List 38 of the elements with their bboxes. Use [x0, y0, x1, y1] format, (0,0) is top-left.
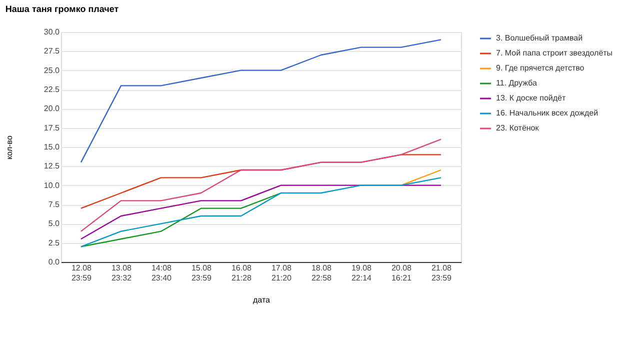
legend-label: 3. Волшебный трамвай: [496, 34, 583, 42]
legend-label: 11. Дружба: [496, 78, 538, 88]
legend-label: 7. Мой папа строит звездолёты: [496, 48, 613, 58]
legend-label: 16. Начальник всех дождей: [496, 108, 598, 118]
x-tick-label: 15.08 23:59: [191, 264, 212, 282]
y-tick-label: 17.5: [44, 123, 60, 132]
legend-label: 9. Где прячется детство: [496, 64, 585, 72]
y-tick-label: 25.0: [44, 66, 60, 75]
y-tick-label: 10.0: [44, 180, 60, 190]
x-tick-label: 16.08 21:28: [231, 264, 252, 282]
x-tick-label: 21.08 23:59: [431, 264, 452, 282]
y-tick-label: 30.0: [44, 28, 60, 36]
y-tick-label: 20.0: [44, 104, 60, 114]
line-series: [80, 39, 442, 163]
y-axis-title: кол-во: [4, 135, 14, 160]
x-tick-label: 17.08 21:20: [271, 264, 292, 282]
y-tick-label: 12.5: [44, 162, 60, 171]
x-tick-label: 12.08 23:59: [71, 264, 92, 282]
x-tick-label: 14:08 23:40: [151, 264, 172, 282]
y-tick-label: 2.5: [48, 238, 60, 248]
line-series: [80, 138, 442, 232]
line-series: [80, 177, 442, 248]
x-tick-label: 19.08 22:14: [351, 264, 372, 282]
y-tick-label: 0.0: [48, 258, 60, 266]
y-tick-label: 27.5: [44, 46, 60, 56]
x-tick-label: 20.08 16:21: [391, 264, 412, 282]
line-series: [80, 192, 282, 248]
x-axis-title: дата: [253, 296, 271, 304]
x-tick-label: 13.08 23:32: [111, 264, 132, 282]
chart-title: Наша таня громко плачет: [5, 4, 120, 14]
line-series: [80, 184, 442, 240]
x-tick-label: 18.08 22:58: [311, 264, 332, 282]
y-tick-label: 22.5: [44, 85, 60, 94]
y-tick-label: 5.0: [48, 219, 60, 228]
y-tick-label: 15.0: [44, 142, 60, 152]
y-tick-label: 7.5: [48, 200, 60, 209]
legend-label: 23. Котёнок: [496, 124, 540, 132]
legend-label: 13. К доске пойдёт: [496, 94, 566, 102]
